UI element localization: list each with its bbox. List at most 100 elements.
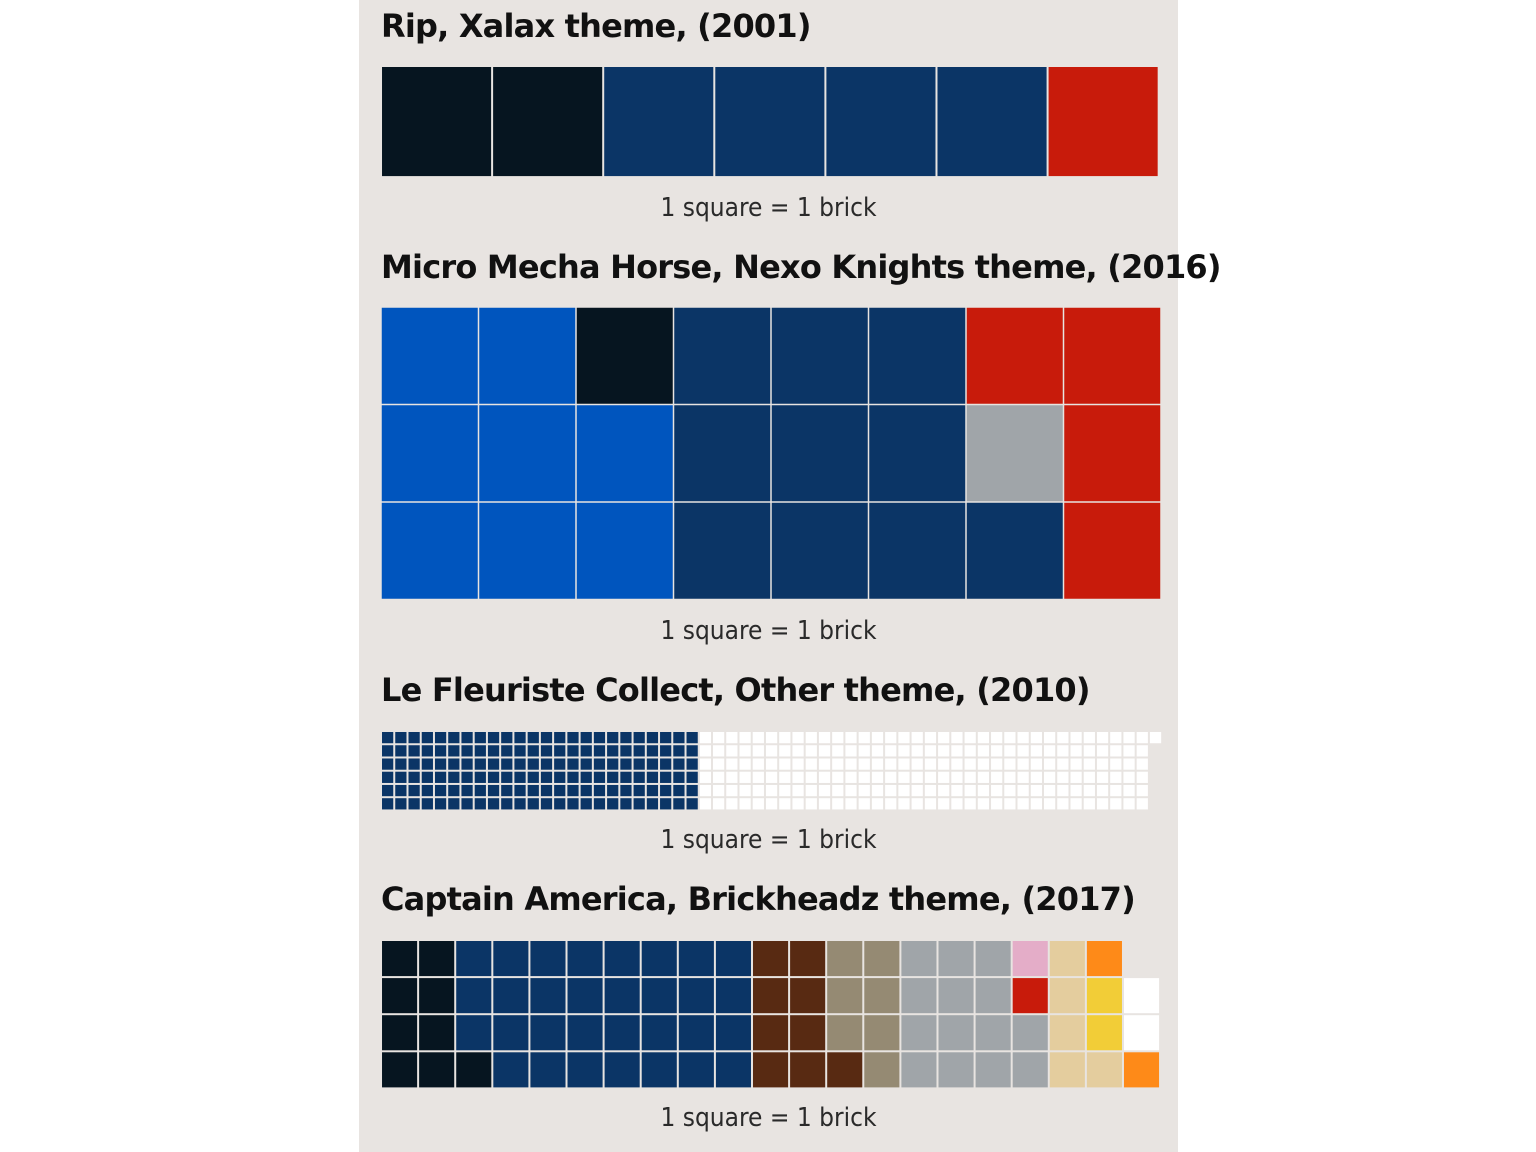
waffle-square bbox=[951, 745, 963, 757]
waffle-square bbox=[924, 731, 937, 744]
waffle-square bbox=[487, 731, 500, 744]
waffle-square bbox=[567, 731, 579, 744]
waffle-square bbox=[660, 771, 672, 783]
waffle-square bbox=[779, 784, 791, 797]
waffle-square bbox=[381, 405, 478, 502]
waffle-square bbox=[792, 784, 804, 797]
waffle-square bbox=[871, 771, 884, 783]
waffle-square bbox=[580, 784, 592, 797]
waffle-square bbox=[1123, 731, 1135, 744]
waffle-square bbox=[1064, 502, 1161, 599]
waffle-square bbox=[567, 1052, 603, 1088]
waffle-square bbox=[554, 798, 566, 810]
waffle-square bbox=[977, 784, 990, 797]
waffle-square bbox=[1083, 745, 1095, 757]
waffle-square bbox=[395, 798, 407, 810]
waffle-square bbox=[1110, 771, 1122, 783]
waffle-square bbox=[1123, 1015, 1160, 1051]
waffle-square bbox=[554, 784, 566, 797]
waffle-square bbox=[964, 758, 976, 770]
waffle-square bbox=[456, 1052, 492, 1088]
waffle-square bbox=[448, 771, 460, 783]
waffle-square bbox=[514, 731, 526, 744]
waffle-square bbox=[408, 798, 420, 810]
waffle-square bbox=[832, 784, 844, 797]
waffle-square bbox=[487, 758, 500, 770]
waffle-square bbox=[713, 758, 725, 770]
waffle-square bbox=[832, 745, 844, 757]
waffle-square bbox=[474, 771, 486, 783]
waffle-square bbox=[1004, 731, 1016, 744]
waffle-square bbox=[530, 1015, 566, 1051]
waffle-square bbox=[938, 1015, 974, 1051]
waffle-square bbox=[1083, 771, 1095, 783]
waffle-square bbox=[752, 771, 764, 783]
waffle-square bbox=[1043, 758, 1056, 770]
waffle-square bbox=[713, 731, 725, 744]
waffle-square bbox=[604, 940, 640, 977]
waffle-square bbox=[977, 758, 990, 770]
waffle-chart bbox=[382, 66, 1158, 177]
waffle-square bbox=[646, 798, 659, 810]
waffle-square bbox=[434, 731, 447, 744]
waffle-square bbox=[408, 731, 420, 744]
waffle-square bbox=[898, 758, 910, 770]
waffle-square bbox=[530, 978, 566, 1014]
waffle-square bbox=[514, 745, 526, 757]
waffle-square bbox=[975, 940, 1011, 977]
waffle-square bbox=[991, 771, 1003, 783]
waffle-square bbox=[752, 940, 789, 977]
waffle-square bbox=[792, 758, 804, 770]
waffle-square bbox=[448, 731, 460, 744]
waffle-square bbox=[434, 758, 447, 770]
waffle-chart bbox=[382, 731, 1162, 810]
waffle-square bbox=[382, 66, 492, 177]
waffle-square bbox=[765, 731, 778, 744]
waffle-square bbox=[827, 978, 863, 1014]
waffle-square bbox=[1110, 758, 1122, 770]
waffle-square bbox=[604, 1015, 640, 1051]
waffle-square bbox=[382, 784, 394, 797]
waffle-square bbox=[726, 771, 738, 783]
waffle-square bbox=[382, 745, 394, 757]
waffle-square bbox=[576, 405, 673, 502]
waffle-square bbox=[501, 771, 513, 783]
waffle-square bbox=[620, 771, 632, 783]
waffle-square bbox=[818, 771, 831, 783]
waffle-square bbox=[493, 1052, 529, 1088]
waffle-square bbox=[739, 758, 751, 770]
waffle-square bbox=[501, 798, 513, 810]
waffle-square bbox=[686, 784, 698, 797]
waffle-square bbox=[1057, 784, 1069, 797]
waffle-square bbox=[421, 758, 433, 770]
waffle-square bbox=[898, 771, 910, 783]
waffle-square bbox=[1136, 731, 1148, 744]
waffle-square bbox=[975, 1015, 1011, 1051]
waffle-square bbox=[1004, 784, 1016, 797]
waffle-square bbox=[871, 784, 884, 797]
waffle-square bbox=[966, 405, 1063, 502]
waffle-square bbox=[1012, 1015, 1048, 1051]
waffle-square bbox=[461, 771, 473, 783]
waffle-square bbox=[765, 745, 778, 757]
waffle-square bbox=[1017, 784, 1029, 797]
waffle-square bbox=[790, 940, 826, 977]
waffle-square bbox=[673, 731, 685, 744]
waffle-square bbox=[1012, 978, 1048, 1014]
waffle-square bbox=[792, 745, 804, 757]
waffle-square bbox=[715, 978, 751, 1014]
waffle-square bbox=[678, 940, 714, 977]
waffle-square bbox=[479, 405, 576, 502]
waffle-square bbox=[858, 771, 870, 783]
waffle-square bbox=[660, 745, 672, 757]
waffle-square bbox=[869, 502, 966, 599]
waffle-square bbox=[869, 405, 966, 502]
waffle-chart bbox=[381, 307, 1161, 599]
waffle-square bbox=[864, 1015, 900, 1051]
waffle-square bbox=[493, 978, 529, 1014]
waffle-square bbox=[1057, 745, 1069, 757]
waffle-square bbox=[752, 978, 789, 1014]
waffle-square bbox=[674, 502, 771, 599]
waffle-square bbox=[726, 758, 738, 770]
waffle-square bbox=[567, 745, 579, 757]
